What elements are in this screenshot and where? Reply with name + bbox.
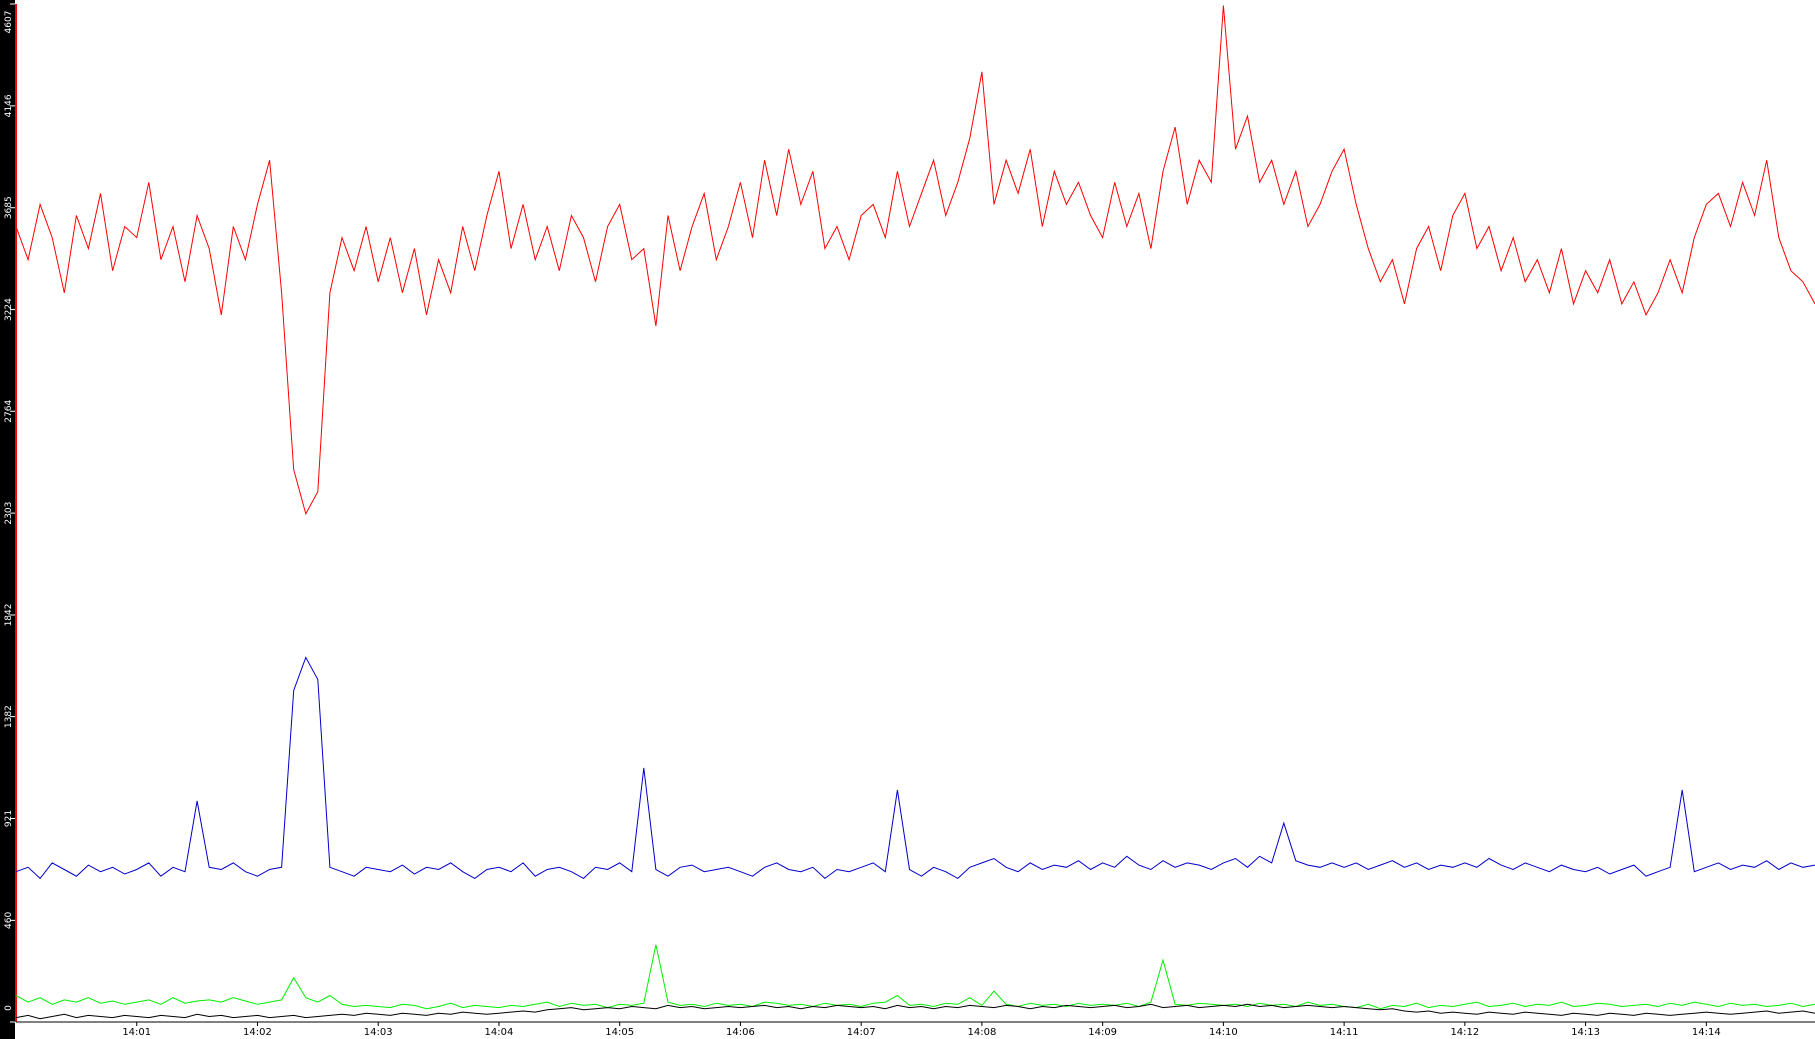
series-line bbox=[15, 944, 1815, 1010]
y-tick-label: 1842 bbox=[4, 604, 14, 627]
y-tick-label: 3224 bbox=[4, 298, 14, 321]
x-tick-label: 14:04 bbox=[485, 1027, 514, 1038]
x-tick-label: 14:13 bbox=[1571, 1027, 1600, 1038]
y-tick-label: 0 bbox=[4, 1005, 14, 1011]
x-tick-label: 14:05 bbox=[605, 1027, 634, 1038]
y-axis-strip bbox=[0, 0, 15, 1039]
series-line bbox=[15, 5, 1815, 516]
y-tick-label: 4146 bbox=[4, 94, 14, 117]
x-tick-label: 14:10 bbox=[1209, 1027, 1238, 1038]
y-tick-label: 2764 bbox=[4, 400, 14, 423]
x-tick-label: 14:06 bbox=[726, 1027, 755, 1038]
x-tick-label: 14:11 bbox=[1330, 1027, 1359, 1038]
y-tick-label: 3685 bbox=[4, 196, 14, 219]
x-tick-label: 14:12 bbox=[1450, 1027, 1479, 1038]
y-tick-label: 921 bbox=[4, 810, 14, 827]
x-tick-label: 14:07 bbox=[847, 1027, 876, 1038]
x-tick-label: 14:01 bbox=[122, 1027, 151, 1038]
y-tick-label: 2303 bbox=[4, 502, 14, 525]
x-tick-label: 14:14 bbox=[1692, 1027, 1721, 1038]
series-line bbox=[15, 1003, 1815, 1020]
y-tick-label: 1382 bbox=[4, 705, 14, 728]
x-tick-label: 14:09 bbox=[1088, 1027, 1117, 1038]
x-tick-label: 14:08 bbox=[967, 1027, 996, 1038]
x-tick-label: 14:03 bbox=[364, 1027, 393, 1038]
series-line bbox=[15, 656, 1815, 880]
y-tick-label: 460 bbox=[4, 911, 14, 928]
y-tick-label: 4607 bbox=[4, 11, 14, 34]
x-tick-label: 14:02 bbox=[243, 1027, 272, 1038]
